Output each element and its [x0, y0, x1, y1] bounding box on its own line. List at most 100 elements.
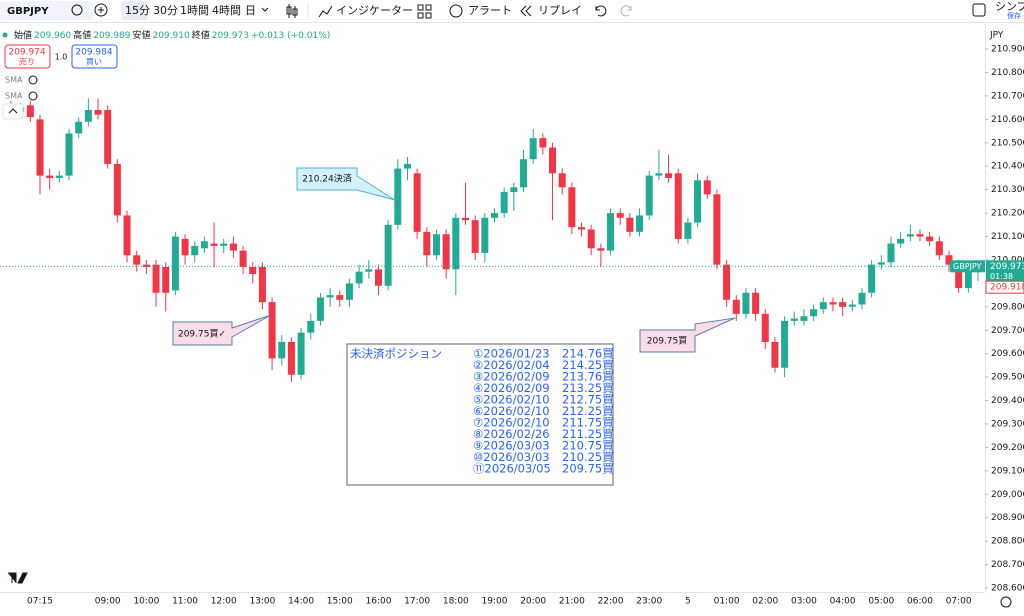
legend-label: 終値: [192, 29, 210, 41]
legend-dot: [2, 32, 8, 38]
position-date: ①2026/01/23: [473, 347, 550, 361]
position-price: 212.75買: [562, 393, 614, 407]
icon-visibility[interactable]: [28, 75, 38, 85]
candle-body: [171, 236, 179, 291]
icon-replay[interactable]: [520, 5, 532, 17]
candle-body: [113, 163, 121, 216]
icon-alert[interactable]: [449, 4, 463, 18]
position-date: ⑤2026/02/10: [473, 393, 550, 407]
toolbar: GBPJPY 15分 30分 1時間 4時間 日 インジケーター アラート リプ…: [0, 0, 1024, 23]
x-tick-label: 5: [685, 597, 691, 607]
icon-redo[interactable]: [620, 5, 632, 17]
quantity[interactable]: 1.0: [55, 53, 68, 62]
x-tick-label: 07:00: [946, 597, 972, 607]
position-price: 211.75買: [562, 416, 614, 430]
candle-body: [616, 213, 624, 218]
x-tick-label: 15:00: [327, 597, 353, 607]
position-price: 209.75買: [562, 462, 614, 476]
icon-eye[interactable]: [71, 4, 83, 16]
legend-label: 始値: [14, 29, 32, 41]
candle-body: [955, 264, 963, 289]
interval[interactable]: 4時間: [212, 4, 241, 17]
indicator-name[interactable]: SMA: [5, 76, 23, 85]
symbol[interactable]: GBPJPY: [7, 6, 49, 17]
icon-chevron[interactable]: [261, 7, 269, 12]
candle-body: [539, 138, 547, 148]
sell-label[interactable]: 売り: [19, 57, 35, 67]
interval[interactable]: 1時間: [180, 4, 209, 17]
checkbox[interactable]: [972, 3, 986, 17]
x-tick-label: 11:00: [172, 597, 198, 607]
positions-box: 未決済ポジション ①2026/01/23 214.76買 ②2026/02/04 21…: [346, 343, 614, 486]
interval-active[interactable]: [121, 1, 148, 20]
buy-label[interactable]: 買い: [86, 58, 102, 67]
candle-body: [510, 187, 518, 193]
x-tick-label: 10:00: [133, 597, 159, 607]
candle-body: [287, 341, 295, 375]
candle-body: [162, 267, 170, 293]
x-tick-label: 23:00: [636, 597, 662, 607]
candle-body: [810, 309, 818, 317]
sell-button[interactable]: [4, 44, 51, 69]
x-tick-label: 18:00: [443, 597, 469, 607]
position-date: ⑨2026/03/03: [473, 439, 550, 453]
candle-body: [239, 250, 247, 268]
collapse-button[interactable]: [2, 103, 24, 120]
candle-body: [258, 267, 266, 303]
icon-settings[interactable]: [1000, 596, 1012, 608]
legend-label: 安値: [132, 29, 150, 41]
legend-label: 高値: [73, 29, 91, 41]
alert-button[interactable]: アラート: [468, 4, 512, 17]
candle-body: [46, 175, 54, 178]
interval[interactable]: 日: [245, 4, 256, 17]
icon-add[interactable]: [94, 3, 108, 17]
interval[interactable]: 15分: [125, 4, 150, 17]
icon-indicators[interactable]: [318, 5, 333, 18]
buy-price[interactable]: 209.984: [75, 48, 112, 58]
candle-body: [394, 168, 402, 225]
candle-body: [500, 192, 508, 214]
positions-title: 未決済ポジション: [350, 347, 442, 361]
icon-candles[interactable]: [286, 4, 298, 18]
icon-undo[interactable]: [595, 5, 607, 17]
position-date: ⑧2026/02/26: [473, 427, 550, 441]
indicators-button[interactable]: インジケーター: [336, 4, 413, 17]
candle-body: [220, 243, 228, 246]
y-tick-label: 210.800: [991, 68, 1024, 78]
candle-body: [665, 173, 673, 178]
x-tick-label: 19:00: [482, 597, 508, 607]
buy-button[interactable]: [71, 44, 118, 69]
symbol-chip[interactable]: [0, 1, 92, 20]
simple-button[interactable]: シンプ: [995, 0, 1024, 13]
save-button[interactable]: 保存: [1007, 11, 1021, 20]
logo: [8, 572, 28, 584]
candle-body: [297, 332, 305, 375]
candle-body: [191, 245, 199, 256]
candle-body: [906, 234, 914, 237]
candle-body: [210, 243, 218, 246]
interval[interactable]: 30分: [153, 4, 178, 17]
legend-change: +0.013 (+0.01%): [251, 31, 330, 41]
legend-value: 209.989: [93, 31, 130, 41]
candle-body: [597, 248, 605, 251]
bid-tag-text: 209.918: [990, 283, 1024, 293]
replay-button[interactable]: リプレイ: [538, 4, 582, 17]
y-tick-label: 208.700: [991, 560, 1024, 570]
icon-layouts[interactable]: [417, 4, 432, 19]
indicator-name[interactable]: SMA: [5, 92, 23, 101]
candle-body: [142, 264, 150, 268]
candle-body: [94, 110, 102, 115]
candle-body: [694, 180, 702, 223]
icon-visibility[interactable]: [28, 91, 38, 101]
plot: [0, 48, 988, 589]
candle-body: [607, 213, 615, 251]
x-tick-label: 14:00: [288, 597, 314, 607]
y-tick-label: 209.200: [991, 443, 1024, 453]
sell-price[interactable]: 209.974: [8, 48, 45, 58]
position-date: ②2026/02/04: [473, 358, 550, 372]
candle-body: [819, 302, 827, 310]
candle-body: [152, 264, 160, 293]
x-tick-label: 01:00: [714, 597, 740, 607]
toolbar-bg: [0, 0, 1024, 22]
